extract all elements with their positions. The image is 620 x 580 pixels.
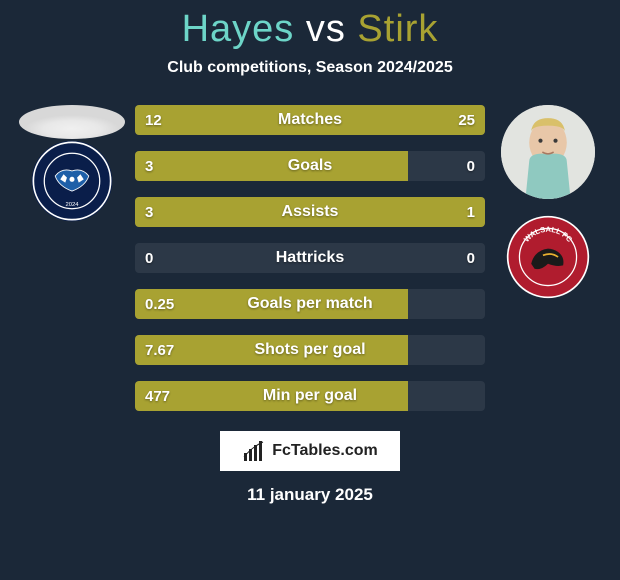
stat-row: Goals3 0: [135, 151, 485, 181]
stat-value-left: 0: [135, 243, 163, 273]
player-photo-left: [19, 105, 125, 139]
stat-label: Goals: [135, 151, 485, 181]
stat-row: Assists3 1: [135, 197, 485, 227]
title-vs: vs: [294, 8, 357, 50]
stat-label: Hattricks: [135, 243, 485, 273]
brand-label: FcTables.com: [272, 442, 378, 460]
stat-value-left: 3: [135, 197, 163, 227]
stat-label: Shots per goal: [135, 335, 485, 365]
stat-row: Min per goal477: [135, 381, 485, 411]
stat-label: Assists: [135, 197, 485, 227]
stat-label: Min per goal: [135, 381, 485, 411]
title-player1: Hayes: [182, 8, 295, 50]
stat-value-left: 477: [135, 381, 180, 411]
stat-value-right: 0: [457, 243, 485, 273]
comparison-panel: 2024 Matches1225Goals30Assists31Hattrick…: [0, 105, 620, 411]
stat-label: Goals per match: [135, 289, 485, 319]
stat-value-right: 0: [457, 151, 485, 181]
publish-date: 11 january 2025: [247, 485, 373, 505]
title-player2: Stirk: [357, 8, 438, 50]
club-badge-left: 2024: [30, 139, 114, 223]
stat-value-right: 25: [448, 105, 485, 135]
stat-value-left: 12: [135, 105, 172, 135]
stat-value-left: 7.67: [135, 335, 184, 365]
brand-logo: FcTables.com: [220, 431, 400, 471]
stat-value-right: 1: [457, 197, 485, 227]
footer: FcTables.com 11 january 2025: [0, 431, 620, 505]
left-player-column: 2024: [15, 105, 125, 411]
stat-value-left: 0.25: [135, 289, 184, 319]
bar-chart-icon: [242, 439, 266, 463]
stat-row: Shots per goal7.67: [135, 335, 485, 365]
stat-label: Matches: [135, 105, 485, 135]
stat-row: Hattricks0 0: [135, 243, 485, 273]
walsall-badge-icon: WALSALL FC: [506, 215, 590, 299]
right-player-column: WALSALL FC: [495, 105, 605, 411]
svg-text:2024: 2024: [65, 202, 79, 208]
stat-value-left: 3: [135, 151, 163, 181]
player-portrait-icon: [501, 105, 595, 199]
peterborough-badge-icon: 2024: [30, 139, 114, 223]
stat-row: Matches12 25: [135, 105, 485, 135]
stat-row: Goals per match0.25: [135, 289, 485, 319]
stats-bars: Matches1225Goals30Assists31Hattricks00Go…: [135, 105, 485, 411]
club-badge-right: WALSALL FC: [506, 215, 590, 299]
page-title: Hayes vs Stirk: [0, 0, 620, 51]
subtitle: Club competitions, Season 2024/2025: [0, 59, 620, 77]
player-photo-right: [501, 105, 595, 199]
